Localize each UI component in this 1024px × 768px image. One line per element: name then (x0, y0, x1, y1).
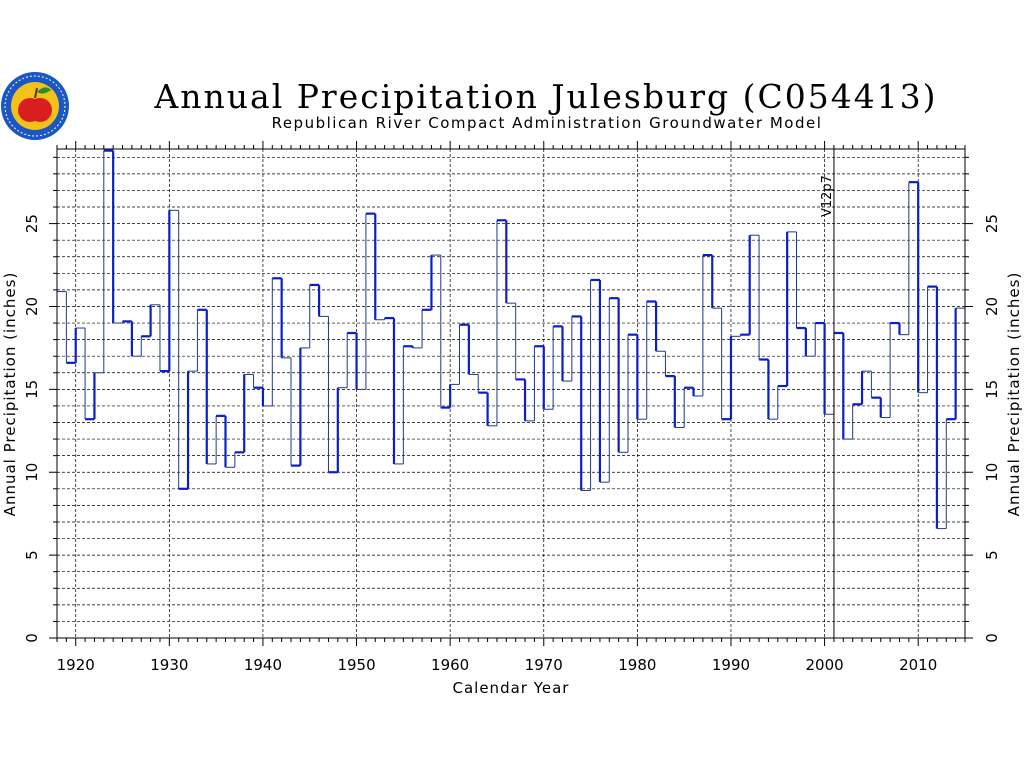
y-axis-label-left: Annual Precipitation (inches) (1, 272, 19, 517)
y-tick-label-right: 20 (983, 297, 1001, 316)
ticks (49, 141, 973, 646)
annotation-label: V12p7 (820, 175, 835, 217)
x-tick-label: 2010 (899, 656, 937, 674)
rrca-logo (1, 72, 69, 140)
grid (57, 149, 965, 638)
y-tick-label-left: 20 (23, 297, 41, 316)
y-tick-labels-right: 0 5 10 15 20 25 (983, 214, 1001, 643)
x-tick-label: 1960 (431, 656, 469, 674)
y-tick-label-right: 0 (983, 633, 1001, 643)
y-tick-label-left: 5 (23, 550, 41, 560)
y-tick-label-right: 10 (983, 463, 1001, 482)
x-tick-label: 2000 (805, 656, 843, 674)
y-tick-label-right: 25 (983, 214, 1001, 233)
series-line (57, 149, 965, 530)
x-tick-label: 1940 (244, 656, 282, 674)
y-tick-label-left: 25 (23, 214, 41, 233)
logo-ring-text (4, 75, 66, 137)
x-tick-label: 1920 (57, 656, 95, 674)
logo-apple-leaf (37, 87, 51, 94)
y-tick-label-right: 5 (983, 550, 1001, 560)
x-tick-label: 1990 (712, 656, 750, 674)
y-tick-labels-left: 0 5 10 15 20 25 (23, 214, 41, 643)
logo-apple-right (28, 98, 52, 122)
y-tick-label-right: 15 (983, 380, 1001, 399)
x-tick-labels: 1920 1930 1940 1950 1960 1970 1980 1990 2000 2010 (57, 656, 938, 674)
y-tick-label-left: 0 (23, 633, 41, 643)
x-tick-label: 1930 (150, 656, 188, 674)
chart-title: Annual Precipitation Julesburg (C054413) (153, 77, 937, 116)
x-tick-label: 1950 (337, 656, 375, 674)
chart-subtitle: Republican River Compact Administration … (272, 114, 823, 132)
logo-apple-stem (34, 87, 38, 99)
x-axis-label: Calendar Year (453, 679, 570, 697)
y-tick-label-left: 15 (23, 380, 41, 399)
x-tick-label: 1980 (618, 656, 656, 674)
y-tick-label-left: 10 (23, 463, 41, 482)
x-tick-label: 1970 (525, 656, 563, 674)
y-axis-label-right: Annual Precipitation (inches) (1005, 272, 1023, 517)
plot-frame (56, 148, 966, 639)
